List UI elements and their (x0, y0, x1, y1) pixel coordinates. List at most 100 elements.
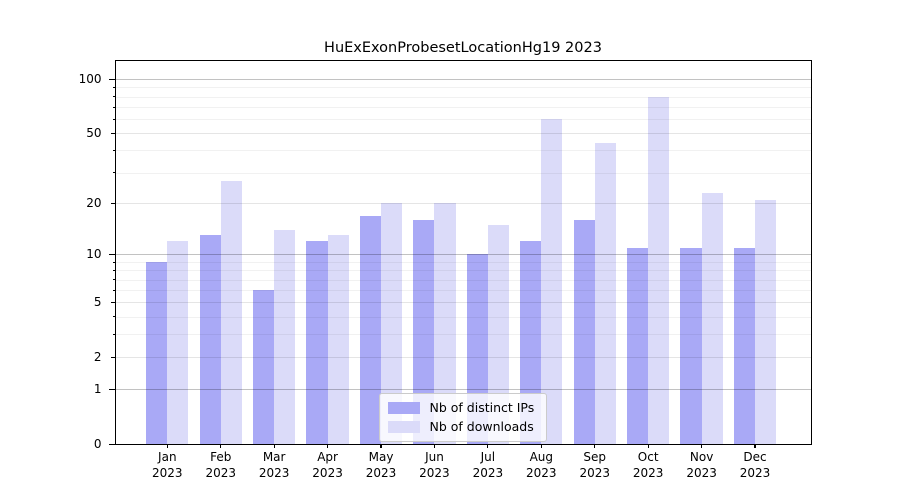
legend-item-downloads: Nb of downloads (387, 419, 535, 434)
x-label-month-apr: Apr (317, 450, 338, 464)
gridline-y-4 (115, 316, 811, 318)
bar-distinct-ips-feb (199, 235, 221, 444)
y-tick-label-50: 50 (86, 126, 102, 141)
y-minor-tick-80 (112, 96, 115, 98)
x-tick-label-jul: Jul 2023 (456, 450, 520, 481)
x-label-month-nov: Nov (689, 450, 714, 464)
x-tick-mar (273, 443, 275, 448)
y-minor-tick-8 (112, 269, 115, 271)
bar-downloads-oct (648, 96, 670, 444)
x-tick-label-dec: Dec 2023 (723, 450, 787, 481)
x-label-year-nov: 2023 (686, 465, 717, 480)
x-tick-label-may: May 2023 (349, 450, 413, 481)
gridline-y-6 (115, 290, 811, 292)
bar-downloads-aug (541, 119, 563, 444)
bar-downloads-sep (594, 143, 616, 444)
x-label-year-may: 2023 (365, 465, 397, 480)
x-tick-label-aug: Aug 2023 (509, 450, 573, 481)
bar-downloads-mar (274, 229, 296, 444)
x-tick-label-sep: Sep 2023 (563, 450, 627, 481)
x-tick-sep (594, 443, 596, 448)
y-tick-label-10: 10 (86, 247, 102, 262)
bar-distinct-ips-sep (573, 220, 595, 444)
bar-distinct-ips-oct (626, 247, 649, 444)
x-label-year-mar: 2023 (258, 465, 290, 480)
y-minor-tick-7 (112, 279, 115, 281)
x-label-month-mar: Mar (262, 450, 286, 464)
bar-downloads-dec (755, 199, 777, 444)
bar-downloads-jun (434, 203, 456, 444)
x-label-month-oct: Oct (637, 450, 659, 464)
gridline-y-70 (115, 107, 811, 109)
x-tick-apr (326, 443, 329, 448)
y-minor-tick-9 (112, 261, 115, 263)
y-tick-label-0: 0 (93, 437, 102, 451)
x-label-month-dec: Dec (743, 450, 767, 464)
gridline-y-90 (115, 87, 811, 89)
bar-downloads-jan (167, 241, 189, 444)
y-minor-tick-3 (112, 333, 115, 336)
x-tick-oct (647, 443, 649, 448)
gridline-y-7 (115, 279, 811, 281)
x-label-month-sep: Sep (583, 450, 607, 464)
y-tick-1 (109, 388, 115, 390)
x-tick-jun (433, 443, 436, 448)
x-tick-label-oct: Oct 2023 (616, 450, 680, 481)
x-tick-label-nov: Nov 2023 (670, 450, 734, 481)
bar-distinct-ips-nov (680, 247, 702, 444)
legend-label-downloads: Nb of downloads (429, 419, 534, 434)
bar-distinct-ips-may (359, 215, 381, 444)
x-label-year-aug: 2023 (526, 465, 557, 480)
x-tick-may (380, 443, 382, 448)
y-minor-tick-30 (112, 172, 115, 174)
y-minor-tick-70 (112, 106, 115, 108)
y-tick-0 (109, 443, 115, 445)
bar-distinct-ips-mar (252, 290, 275, 444)
y-minor-tick-6 (112, 289, 115, 291)
gridline-y-5 (115, 302, 811, 304)
gridline-y-9 (115, 262, 811, 263)
x-tick-label-apr: Apr 2023 (296, 450, 360, 481)
bar-distinct-ips-dec (733, 247, 756, 444)
x-tick-label-jun: Jun 2023 (402, 450, 466, 481)
gridline-y-8 (115, 270, 811, 272)
x-label-month-feb: Feb (210, 450, 232, 464)
gridline-y-2 (115, 357, 811, 359)
y-tick-label-1: 1 (93, 382, 102, 397)
y-tick-10 (109, 253, 115, 256)
x-label-month-jan: Jan (158, 450, 177, 464)
x-tick-dec (754, 443, 756, 448)
x-tick-jan (166, 443, 168, 448)
gridline-y-50 (115, 133, 811, 135)
gridline-y-10 (115, 254, 811, 256)
x-tick-jul (487, 443, 489, 448)
y-tick-label-20: 20 (86, 196, 102, 211)
y-tick-100 (109, 78, 115, 80)
x-label-year-feb: 2023 (205, 465, 236, 480)
x-tick-label-mar: Mar 2023 (242, 450, 306, 481)
gridline-y-40 (115, 150, 811, 152)
x-label-year-oct: 2023 (632, 465, 664, 480)
legend: Nb of distinct IPs Nb of downloads (378, 393, 548, 442)
x-tick-feb (220, 443, 222, 448)
bar-downloads-nov (701, 192, 723, 444)
y-minor-tick-40 (112, 149, 115, 152)
bar-distinct-ips-apr (306, 241, 328, 444)
x-label-year-apr: 2023 (312, 465, 343, 480)
y-tick-5 (111, 301, 115, 304)
gridline-y-20 (115, 203, 811, 205)
x-label-year-jul: 2023 (472, 465, 504, 480)
legend-item-distinct-ips: Nb of distinct IPs (387, 400, 534, 415)
y-minor-tick-4 (112, 316, 115, 318)
y-tick-label-100: 100 (78, 72, 102, 87)
bar-distinct-ips-jan (146, 262, 168, 444)
bar-downloads-jul (487, 224, 510, 444)
x-tick-label-jan: Jan 2023 (135, 450, 199, 481)
y-minor-tick-60 (112, 118, 115, 120)
x-label-month-jun: Jun (425, 450, 444, 464)
x-label-year-sep: 2023 (579, 465, 610, 480)
x-tick-label-feb: Feb 2023 (189, 450, 253, 481)
bar-downloads-feb (220, 180, 242, 444)
x-tick-aug (540, 443, 542, 448)
